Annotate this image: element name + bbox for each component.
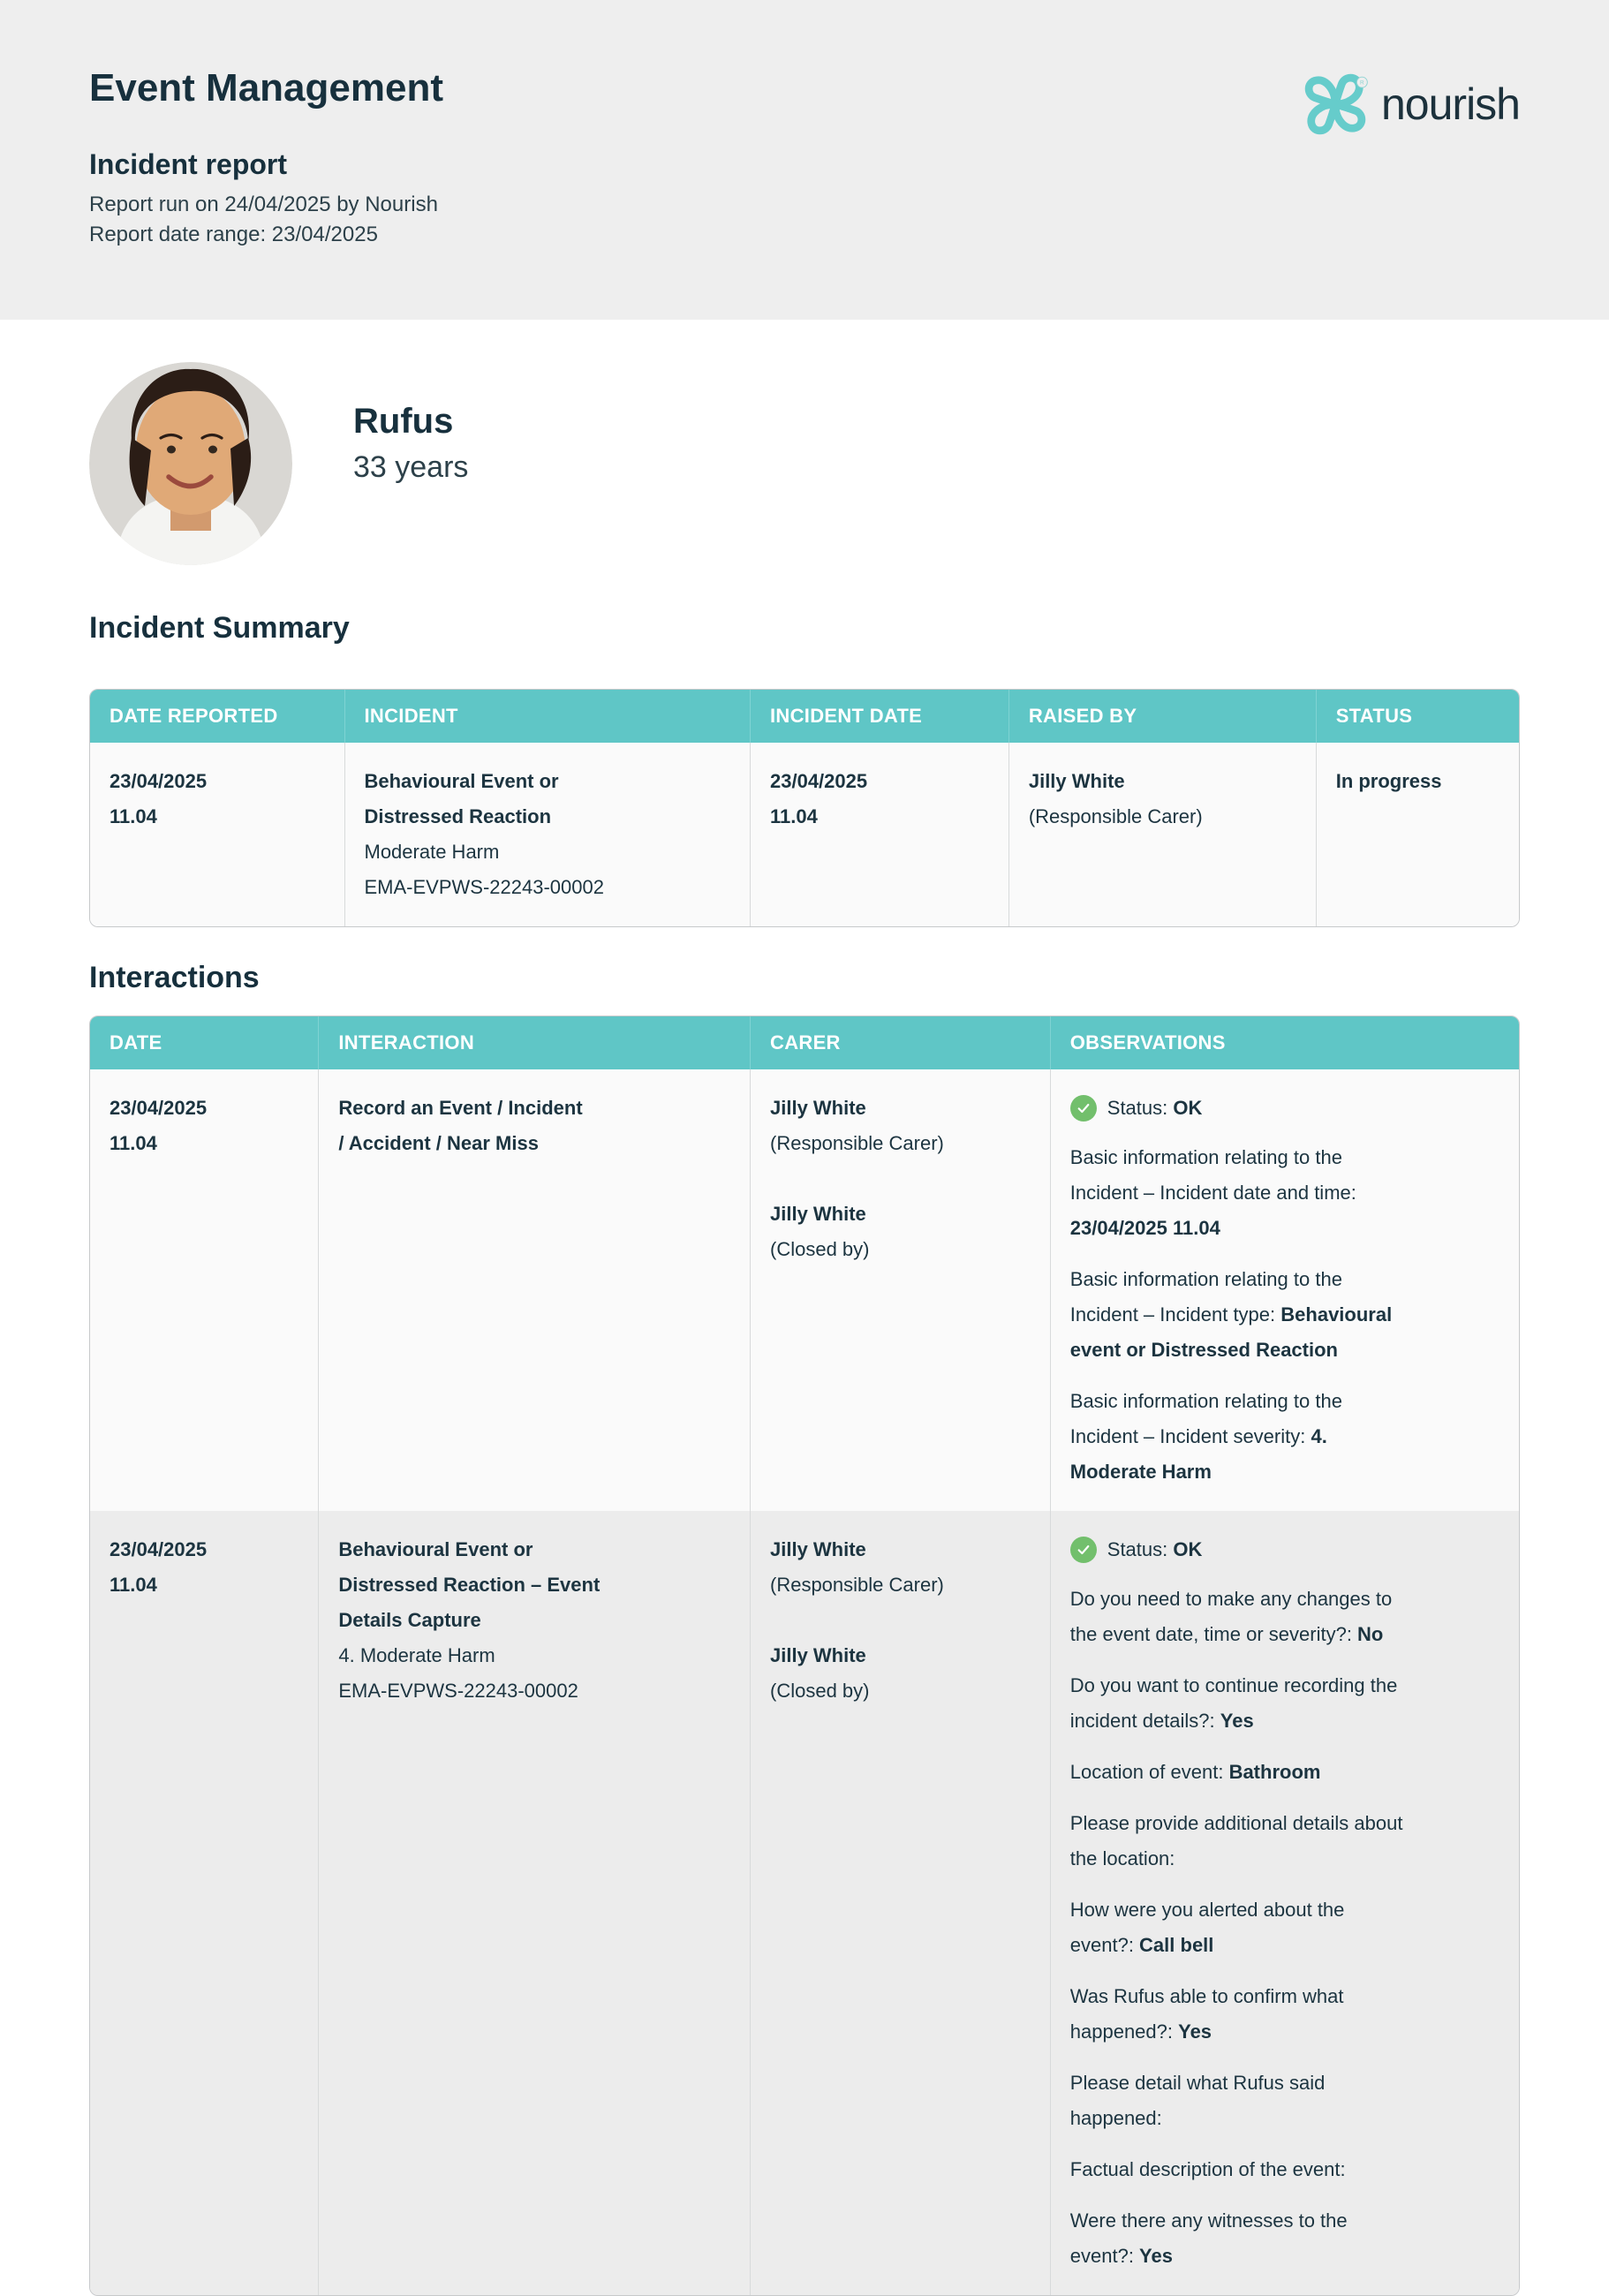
svg-text:R: R: [1360, 80, 1364, 87]
